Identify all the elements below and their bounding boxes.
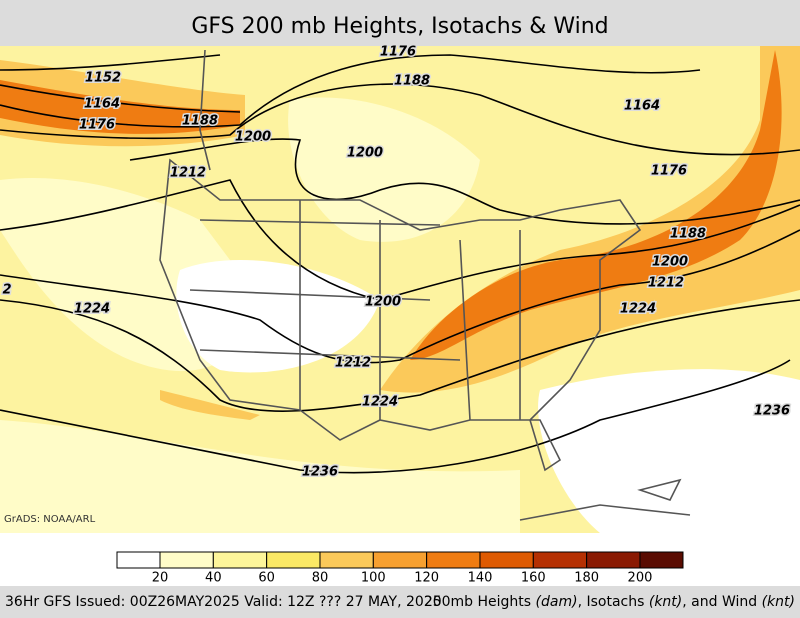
colorbar-label: 100 [361, 571, 386, 586]
colorbar-label: 20 [152, 571, 169, 586]
footer-part: , Isotachs [578, 594, 649, 610]
isotach-area [176, 260, 380, 373]
footer-left: 36Hr GFS Issued: 00Z26MAY2025 Valid: 12Z… [5, 594, 442, 610]
contour-label: 1224 [362, 395, 398, 410]
colorbar-label: 180 [574, 571, 599, 586]
colorbar-swatch [372, 551, 428, 569]
colorbar-label: 40 [205, 571, 222, 586]
coastline [159, 158, 642, 472]
colorbar-label: 60 [258, 571, 275, 586]
coastline [199, 49, 691, 521]
contour [0, 84, 241, 113]
contour-label: 1200 [235, 130, 271, 145]
colorbar-swatch [159, 551, 214, 569]
colorbar-swatch [479, 551, 534, 569]
contour [0, 229, 800, 364]
contour-label: 1212 [335, 356, 371, 371]
colorbar-swatch [212, 551, 268, 569]
colorbar-label: 140 [468, 571, 493, 586]
colorbar-swatch [586, 551, 641, 569]
title: GFS 200 mb Heights, Isotachs & Wind [191, 14, 608, 39]
isotach-area [0, 80, 240, 134]
contour-label: 1176 [380, 45, 416, 60]
contour-label: 1212 [648, 276, 684, 291]
colorbar-swatch [319, 551, 374, 569]
footer-part: (knt) [649, 594, 682, 610]
contour-label: 1176 [79, 118, 115, 133]
contour-label: 1236 [302, 465, 338, 480]
credit: GrADS: NOAA/ARL [4, 514, 96, 525]
contour-label: 1224 [620, 302, 656, 317]
colorbar-label: 160 [521, 571, 546, 586]
footer-part: 200mb Heights [424, 594, 536, 610]
contour-label: 1152 [85, 71, 121, 86]
contour-label: 1188 [182, 114, 218, 129]
footer-part: , and Wind [682, 594, 761, 610]
contour-labels: 1176 1188 1152 1164 1176 1188 1200 1200 … [1, 43, 792, 481]
contour-label: 1200 [365, 295, 401, 310]
contour-label: 1200 [347, 146, 383, 161]
colorbar-swatch [266, 551, 321, 569]
contour [0, 54, 221, 71]
contour-label: 1164 [84, 97, 120, 112]
isotach-area [538, 369, 800, 533]
contour [0, 54, 701, 128]
colorbar-swatch [116, 551, 161, 569]
title-bar [0, 0, 800, 46]
footer-part: (dam) [536, 594, 578, 610]
contour-label: 1200 [652, 255, 688, 270]
contour [0, 299, 800, 412]
contour [129, 138, 800, 225]
isotach-area [160, 390, 260, 420]
colorbar-label: 80 [312, 571, 329, 586]
footer-right: 200mb Heights (dam), Isotachs (knt), and… [424, 594, 795, 610]
contour-label: 1188 [394, 74, 430, 89]
footer-bar [0, 586, 800, 618]
isotach-area [0, 420, 520, 533]
colorbar-label: 120 [414, 571, 439, 586]
isotach-area [288, 97, 480, 242]
footer-part: (knt) [762, 594, 795, 610]
contour-label: 1164 [624, 99, 660, 114]
borders [189, 200, 521, 421]
map [0, 46, 800, 533]
contour-label: 1176 [651, 164, 687, 179]
contour-label: 1236 [754, 404, 790, 419]
contour [0, 359, 791, 474]
contour-label: 1224 [74, 302, 110, 317]
contour-label: 1212 [170, 166, 206, 181]
contour [0, 83, 800, 156]
isotach-area [410, 50, 782, 360]
colorbar-swatch [532, 551, 588, 569]
colorbar-swatch [639, 551, 684, 569]
colorbar-swatch [426, 551, 481, 569]
colorbar-label: 200 [628, 571, 653, 586]
contour-label: 2 [2, 283, 11, 298]
contour-label: 1188 [670, 227, 706, 242]
colorbar: 20 40 60 80 100 120 140 160 180 200 [116, 551, 684, 586]
